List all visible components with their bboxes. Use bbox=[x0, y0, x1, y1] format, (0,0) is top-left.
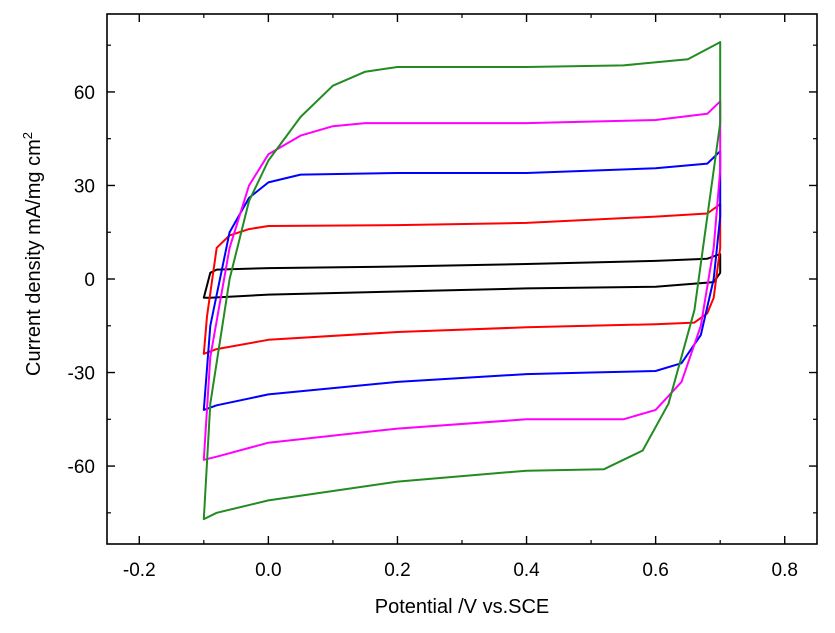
series-layer bbox=[202, 41, 722, 521]
x-tick-label: 0.2 bbox=[384, 560, 410, 581]
cv-curve-red bbox=[202, 203, 722, 355]
x-tick-label: 0.8 bbox=[772, 560, 798, 581]
cv-curve-magenta bbox=[202, 100, 722, 461]
y-axis-title: Current density mA/mg cm2 bbox=[20, 132, 45, 376]
y-tick-label: 30 bbox=[74, 176, 95, 197]
x-tick-label: -0.2 bbox=[123, 560, 156, 581]
y-tick-label: -30 bbox=[68, 364, 95, 385]
y-tick-label: 0 bbox=[84, 270, 95, 291]
y-axis-title-group: Current density mA/mg cm2 bbox=[20, 132, 45, 376]
cv-curve-black bbox=[202, 253, 722, 299]
y-axis-title-main: Current density mA/mg cm bbox=[23, 139, 45, 376]
plot-frame bbox=[106, 13, 818, 545]
x-axis-title: Potential /V vs.SCE bbox=[375, 596, 550, 618]
y-tick-label: -60 bbox=[68, 457, 95, 478]
axis-ticks: -0.2 0.0 0.2 0.4 0.6 0.8 -60 -30 0 30 60 bbox=[68, 14, 817, 581]
x-tick-label: 0.4 bbox=[513, 560, 540, 581]
cv-curve-green bbox=[202, 41, 722, 521]
y-axis-title-superscript: 2 bbox=[20, 132, 35, 139]
x-tick-label: 0.0 bbox=[255, 560, 281, 581]
y-tick-label: 60 bbox=[74, 83, 95, 104]
cv-curve-blue bbox=[202, 150, 722, 411]
x-tick-label: 0.6 bbox=[642, 560, 668, 581]
